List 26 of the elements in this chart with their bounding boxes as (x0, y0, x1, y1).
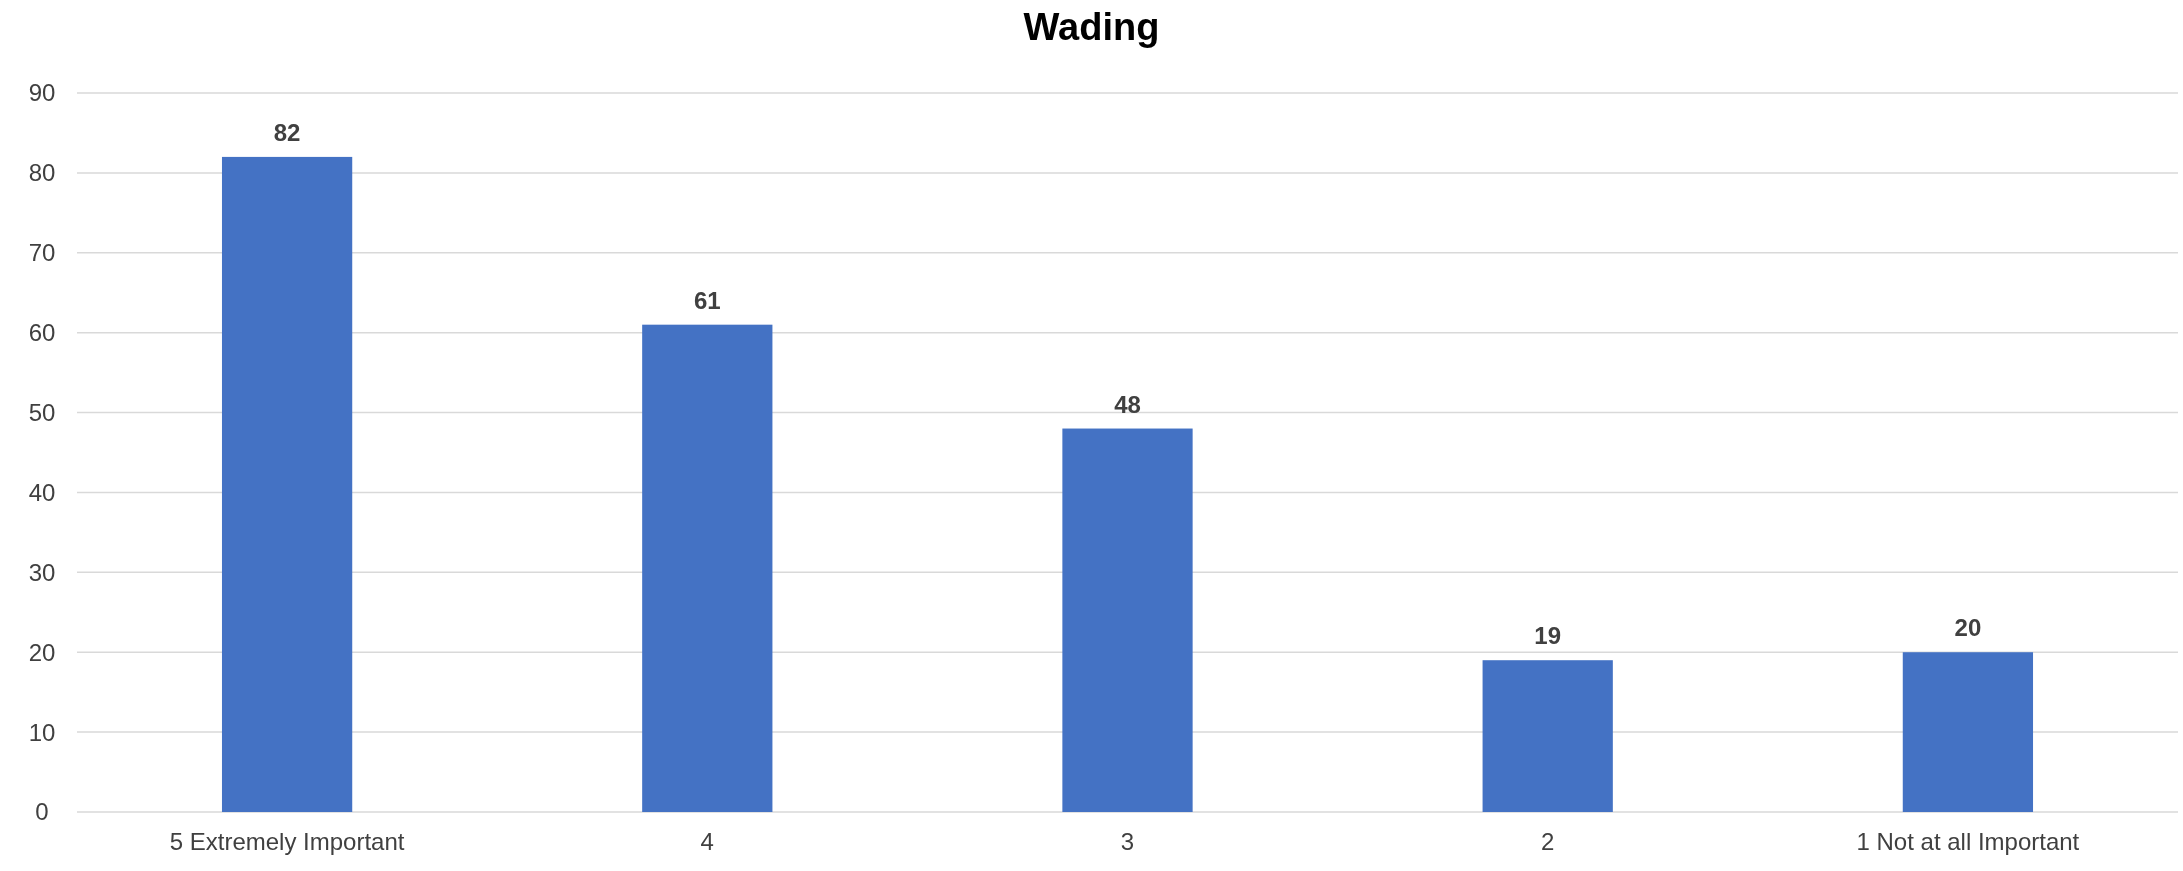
chart-title: Wading (1023, 6, 1160, 48)
y-tick-label: 40 (28, 478, 56, 506)
y-tick-label: 10 (28, 718, 56, 746)
x-tick-label: 1 Not at all Important (1856, 828, 2080, 855)
data-label: 19 (1534, 622, 1562, 650)
y-tick-label: 0 (35, 798, 49, 826)
y-tick-label: 70 (28, 239, 56, 267)
data-label: 20 (1954, 614, 1982, 642)
bar (1902, 652, 2034, 812)
bar (1482, 660, 1613, 812)
y-tick-label: 50 (28, 398, 56, 426)
y-tick-label: 60 (28, 319, 56, 347)
x-tick-label: 5 Extremely Important (169, 828, 405, 855)
bar (221, 156, 353, 812)
y-tick-label: 90 (28, 79, 56, 107)
y-tick-label: 80 (28, 159, 56, 187)
x-tick-label: 2 (1541, 828, 1555, 855)
data-label: 82 (273, 118, 301, 146)
data-label: 61 (693, 286, 721, 314)
y-tick-label: 20 (28, 638, 56, 666)
bar (1062, 428, 1193, 812)
x-tick-label: 3 (1120, 828, 1135, 855)
bar (642, 324, 773, 812)
y-tick-label: 30 (28, 558, 56, 586)
data-label: 48 (1114, 390, 1141, 418)
x-tick-label: 4 (700, 828, 714, 855)
